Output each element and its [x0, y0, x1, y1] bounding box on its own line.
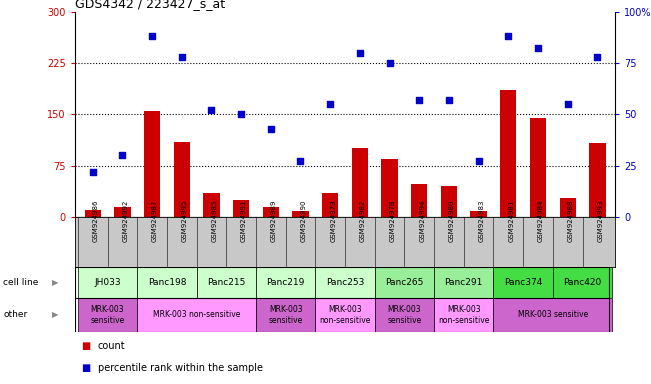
- Point: [592, 54, 603, 60]
- Point: [414, 97, 424, 103]
- Text: GSM924991: GSM924991: [241, 200, 247, 242]
- Bar: [559, 198, 576, 217]
- Bar: [493, 267, 553, 298]
- Text: GSM924984: GSM924984: [538, 200, 544, 242]
- Text: GSM924979: GSM924979: [330, 200, 336, 242]
- Text: MRK-003
sensitive: MRK-003 sensitive: [90, 305, 124, 324]
- Text: MRK-003
non-sensitive: MRK-003 non-sensitive: [438, 305, 490, 324]
- Bar: [262, 207, 279, 217]
- Text: GSM924985: GSM924985: [212, 200, 217, 242]
- Text: ■: ■: [81, 341, 90, 351]
- Text: Panc291: Panc291: [445, 278, 483, 287]
- Bar: [471, 212, 487, 217]
- Point: [296, 159, 306, 165]
- Point: [355, 50, 365, 56]
- Bar: [203, 193, 219, 217]
- Point: [87, 169, 98, 175]
- Point: [266, 126, 276, 132]
- Text: Panc420: Panc420: [563, 278, 602, 287]
- Bar: [500, 90, 516, 217]
- Text: MRK-003
sensitive: MRK-003 sensitive: [387, 305, 422, 324]
- Bar: [78, 267, 137, 298]
- Text: Panc374: Panc374: [504, 278, 542, 287]
- Bar: [174, 142, 190, 217]
- Point: [533, 45, 543, 51]
- Text: GSM924990: GSM924990: [301, 200, 307, 242]
- Bar: [114, 207, 131, 217]
- Text: GSM924987: GSM924987: [152, 200, 158, 242]
- Point: [117, 152, 128, 159]
- Bar: [411, 184, 428, 217]
- Point: [473, 159, 484, 165]
- Point: [562, 101, 573, 107]
- Point: [384, 60, 395, 66]
- Point: [236, 111, 246, 118]
- Bar: [85, 210, 101, 217]
- Text: Panc265: Panc265: [385, 278, 424, 287]
- Bar: [375, 298, 434, 332]
- Bar: [292, 212, 309, 217]
- Text: percentile rank within the sample: percentile rank within the sample: [98, 363, 262, 373]
- Bar: [493, 298, 612, 332]
- Bar: [530, 118, 546, 217]
- Text: GSM924993: GSM924993: [598, 200, 603, 242]
- Text: GSM924994: GSM924994: [419, 200, 425, 242]
- Text: ■: ■: [81, 363, 90, 373]
- Text: GSM924995: GSM924995: [182, 200, 187, 242]
- Text: cell line: cell line: [3, 278, 38, 287]
- Bar: [381, 159, 398, 217]
- Text: GDS4342 / 223427_s_at: GDS4342 / 223427_s_at: [75, 0, 225, 10]
- Bar: [322, 193, 339, 217]
- Bar: [197, 267, 256, 298]
- Text: count: count: [98, 341, 125, 351]
- Text: Panc198: Panc198: [148, 278, 186, 287]
- Text: MRK-003
sensitive: MRK-003 sensitive: [268, 305, 303, 324]
- Text: Panc215: Panc215: [207, 278, 245, 287]
- Text: MRK-003 non-sensitive: MRK-003 non-sensitive: [153, 310, 240, 319]
- Bar: [553, 267, 612, 298]
- Bar: [256, 267, 315, 298]
- Text: GSM924992: GSM924992: [122, 200, 128, 242]
- Bar: [315, 267, 375, 298]
- Bar: [375, 267, 434, 298]
- Text: ▶: ▶: [52, 278, 59, 287]
- Text: GSM924983: GSM924983: [478, 200, 484, 242]
- Bar: [434, 298, 493, 332]
- Text: MRK-003 sensitive: MRK-003 sensitive: [518, 310, 588, 319]
- Point: [325, 101, 335, 107]
- Text: GSM924980: GSM924980: [449, 200, 455, 242]
- Bar: [137, 267, 197, 298]
- Bar: [434, 267, 493, 298]
- Bar: [137, 298, 256, 332]
- Text: GSM924989: GSM924989: [271, 200, 277, 242]
- Text: GSM924982: GSM924982: [360, 200, 366, 242]
- Point: [147, 33, 158, 39]
- Text: GSM924981: GSM924981: [508, 200, 514, 242]
- Text: MRK-003
non-sensitive: MRK-003 non-sensitive: [320, 305, 370, 324]
- Text: GSM924986: GSM924986: [92, 200, 99, 242]
- Text: GSM924978: GSM924978: [389, 200, 396, 242]
- Text: Panc219: Panc219: [266, 278, 305, 287]
- Point: [503, 33, 514, 39]
- Point: [176, 54, 187, 60]
- Bar: [233, 200, 249, 217]
- Point: [444, 97, 454, 103]
- Point: [206, 107, 217, 113]
- Bar: [589, 143, 605, 217]
- Bar: [78, 298, 137, 332]
- Bar: [441, 186, 457, 217]
- Text: JH033: JH033: [94, 278, 121, 287]
- Bar: [256, 298, 315, 332]
- Text: Panc253: Panc253: [326, 278, 364, 287]
- Text: other: other: [3, 310, 27, 319]
- Text: ▶: ▶: [52, 310, 59, 319]
- Bar: [144, 111, 160, 217]
- Bar: [352, 149, 368, 217]
- Text: GSM924988: GSM924988: [568, 200, 574, 242]
- Bar: [315, 298, 375, 332]
